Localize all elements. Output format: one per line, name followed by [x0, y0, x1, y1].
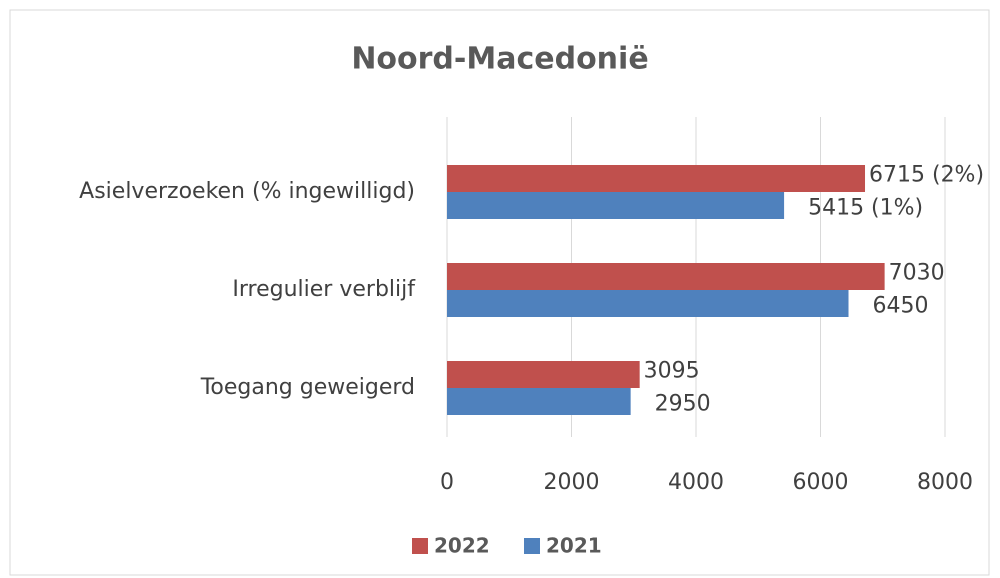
value-label: 6450	[873, 294, 929, 319]
x-tick-label: 8000	[917, 470, 973, 495]
bar	[447, 290, 849, 317]
y-tick-label: Toegang geweigerd	[200, 375, 415, 400]
chart-title: Noord-Macedonië	[351, 42, 648, 77]
value-label: 7030	[889, 261, 945, 286]
legend-label: 2021	[546, 534, 602, 558]
value-label: 2950	[655, 392, 711, 417]
bar	[447, 165, 866, 192]
x-tick-label: 2000	[544, 470, 600, 495]
x-tick-label: 0	[440, 470, 454, 495]
bar	[447, 361, 640, 388]
value-label: 6715 (2%)	[869, 163, 984, 188]
bar	[447, 388, 631, 415]
x-tick-label: 6000	[793, 470, 849, 495]
x-tick-label: 4000	[668, 470, 724, 495]
y-tick-label: Irregulier verblijf	[232, 277, 416, 302]
bar	[447, 263, 885, 290]
value-label: 5415 (1%)	[808, 196, 923, 221]
bar	[447, 192, 785, 219]
legend-swatch	[412, 538, 428, 554]
legend-label: 2022	[434, 534, 490, 558]
value-label: 3095	[644, 359, 700, 384]
legend-swatch	[524, 538, 540, 554]
y-tick-label: Asielverzoeken (% ingewilligd)	[79, 179, 415, 204]
